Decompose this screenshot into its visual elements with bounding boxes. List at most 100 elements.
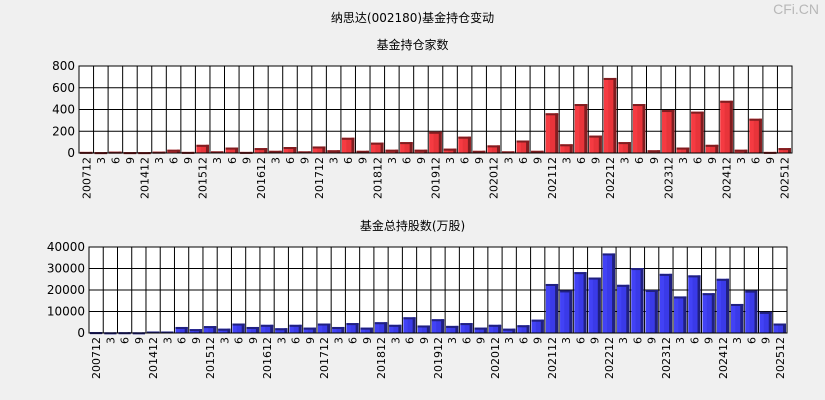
bar (545, 113, 559, 153)
x-tick-label: 9 (304, 337, 317, 344)
bar (759, 311, 772, 333)
x-tick-label: 9 (532, 337, 545, 344)
bar (275, 328, 288, 333)
x-tick-label: 3 (502, 157, 515, 164)
bar (688, 275, 701, 333)
bar (501, 151, 515, 154)
x-tick-label: 6 (342, 157, 355, 164)
y-tick-label: 40000 (47, 240, 85, 254)
bar (545, 283, 559, 333)
x-tick-label: 6 (691, 157, 704, 164)
bar (631, 268, 644, 333)
bar (691, 111, 704, 153)
bar (716, 278, 730, 333)
bar (443, 148, 457, 153)
x-tick-label: 9 (357, 157, 370, 164)
bar (574, 272, 587, 333)
y-tick-label: 400 (52, 103, 75, 117)
x-tick-label: 3 (153, 157, 166, 164)
x-tick-label: 3 (328, 157, 341, 164)
bar (400, 142, 413, 153)
x-tick-label: 6 (290, 337, 303, 344)
x-tick-label: 200712 (90, 337, 103, 379)
x-tick-label: 201712 (318, 337, 331, 379)
x-tick-label: 6 (109, 157, 122, 164)
bar (303, 327, 316, 333)
x-tick-label: 6 (460, 337, 473, 344)
x-tick-label: 6 (633, 157, 646, 164)
bar (389, 324, 402, 333)
x-tick-label: 3 (617, 337, 630, 344)
x-tick-label: 9 (182, 157, 195, 164)
x-tick-label: 9 (590, 157, 603, 164)
bar (269, 150, 282, 153)
bar (702, 293, 715, 333)
bar (298, 151, 311, 154)
x-tick-label: 9 (646, 337, 659, 344)
bar (232, 323, 245, 333)
x-tick-label: 6 (400, 157, 413, 164)
bar (602, 253, 616, 333)
x-tick-label: 201912 (432, 337, 445, 379)
x-tick-label: 6 (233, 337, 246, 344)
x-tick-label: 6 (750, 157, 763, 164)
bar (778, 148, 791, 153)
y-tick-label: 800 (52, 59, 75, 73)
x-tick-label: 202312 (660, 337, 673, 379)
x-tick-label: 6 (459, 157, 472, 164)
bar (472, 150, 486, 153)
x-tick-label: 201512 (204, 337, 217, 379)
bar (360, 327, 373, 333)
x-tick-label: 3 (218, 337, 231, 344)
x-tick-label: 9 (475, 337, 488, 344)
y-tick-label: 20000 (47, 283, 85, 297)
x-tick-label: 3 (211, 157, 224, 164)
x-tick-label: 3 (446, 337, 459, 344)
x-tick-label: 9 (531, 157, 544, 164)
bar (341, 137, 355, 153)
x-tick-label: 3 (674, 337, 687, 344)
x-tick-label: 3 (731, 337, 744, 344)
bar (617, 284, 630, 333)
x-tick-label: 9 (648, 157, 661, 164)
x-tick-label: 6 (517, 337, 530, 344)
x-tick-label: 202012 (489, 337, 502, 379)
y-tick-label: 0 (67, 146, 75, 160)
x-tick-label: 202012 (488, 157, 501, 199)
x-tick-label: 202212 (604, 157, 617, 199)
x-tick-label: 201612 (255, 157, 268, 199)
x-tick-label: 201412 (138, 157, 151, 199)
bar (745, 290, 758, 333)
y-tick-label: 30000 (47, 262, 85, 276)
x-tick-label: 3 (444, 157, 457, 164)
bar (196, 144, 209, 153)
bar (175, 326, 188, 333)
bar (283, 147, 297, 153)
x-tick-label: 6 (575, 157, 588, 164)
x-tick-label: 201512 (197, 157, 210, 199)
x-tick-label: 9 (418, 337, 431, 344)
x-tick-label: 3 (619, 157, 632, 164)
bar (773, 323, 786, 333)
x-tick-label: 9 (473, 157, 486, 164)
x-tick-label: 202112 (546, 337, 559, 379)
bar (225, 147, 239, 153)
bar (327, 150, 340, 153)
bar (218, 328, 231, 333)
x-tick-label: 6 (745, 337, 758, 344)
x-tick-label: 9 (764, 157, 777, 164)
x-tick-label: 3 (560, 157, 573, 164)
x-tick-label: 200712 (80, 157, 93, 199)
x-tick-label: 3 (104, 337, 117, 344)
x-tick-label: 9 (361, 337, 374, 344)
x-tick-label: 6 (574, 337, 587, 344)
x-tick-label: 3 (161, 337, 174, 344)
bar (317, 323, 331, 333)
x-tick-label: 3 (269, 157, 282, 164)
x-tick-label: 9 (133, 337, 146, 344)
x-tick-label: 9 (415, 157, 428, 164)
x-tick-label: 201812 (375, 337, 388, 379)
bar (210, 151, 224, 154)
x-tick-label: 6 (284, 157, 297, 164)
bar (246, 326, 259, 333)
